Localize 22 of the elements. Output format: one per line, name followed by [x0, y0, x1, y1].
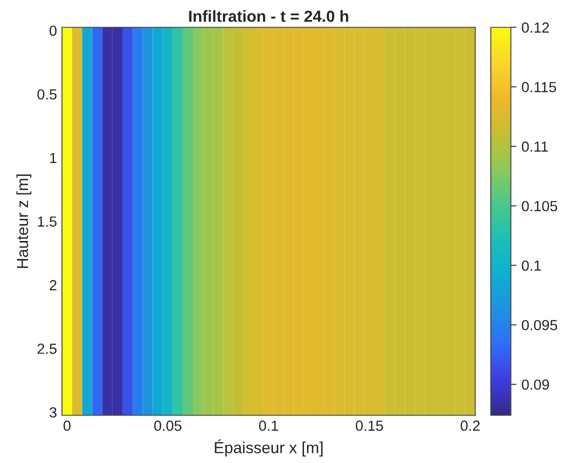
y-tick-label: 3 — [50, 407, 56, 418]
y-tick-label: 0 — [50, 26, 57, 36]
y-tick-label: 2 — [50, 280, 56, 290]
y-tick-label: 1.5 — [38, 216, 57, 227]
x-tick-label: 0.2 — [460, 420, 480, 431]
y-tick-label: 1 — [50, 152, 56, 163]
y-tick-label: 0.5 — [37, 89, 57, 100]
chart-title: Infiltration - t = 24.0 h — [189, 10, 348, 22]
color-bar-label: 0.09 — [522, 379, 549, 390]
color-bar-label: 0.105 — [522, 200, 558, 212]
x-tick-label: 0.1 — [259, 420, 278, 431]
color-bar-label: 0.11 — [522, 141, 548, 152]
x-tick-label: 0.15 — [356, 420, 384, 431]
color-bar-label: 0.095 — [522, 320, 558, 330]
x-tick-label: 0.05 — [154, 420, 182, 431]
color-bar-label: 0.1 — [522, 260, 541, 271]
y-axis-title: Hauteur z [m] — [16, 174, 32, 268]
x-axis-title: Épaisseur x [m] — [214, 439, 323, 456]
color-bar-label: 0.12 — [522, 22, 549, 33]
x-tick-label: 0 — [64, 420, 71, 431]
color-bar-label: 0.115 — [522, 82, 556, 92]
y-tick-label: 2.5 — [38, 344, 57, 354]
